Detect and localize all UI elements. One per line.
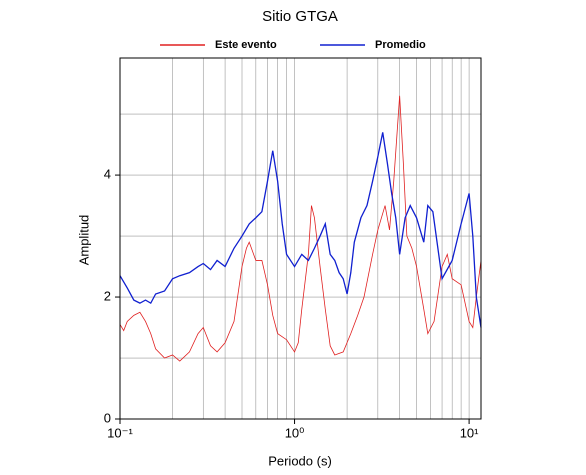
x-tick-label: 10⁰ xyxy=(285,425,305,440)
data-line xyxy=(119,132,482,328)
y-axis-label: Amplitud xyxy=(76,215,91,266)
x-tick-label: 10⁻¹ xyxy=(107,425,133,440)
plot-frame xyxy=(119,57,482,420)
y-tick-label: 2 xyxy=(104,288,111,303)
legend-label: Este evento xyxy=(215,39,277,51)
chart-title: Sitio GTGA xyxy=(262,8,338,25)
y-tick-label: 4 xyxy=(104,167,111,182)
data-line xyxy=(119,95,482,362)
x-tick-label: 10¹ xyxy=(460,425,479,440)
x-axis-label: Periodo (s) xyxy=(268,453,332,468)
legend-label: Promedio xyxy=(375,39,426,51)
y-tick-label: 0 xyxy=(104,410,111,425)
